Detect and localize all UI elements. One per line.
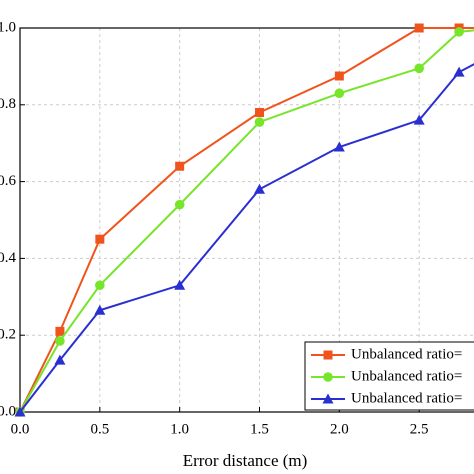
marker xyxy=(94,304,106,315)
legend-marker xyxy=(322,393,334,404)
x-tick-label: 1.0 xyxy=(170,421,189,437)
y-tick-label: 0.8 xyxy=(0,96,16,112)
y-tick-label: 1.0 xyxy=(0,19,16,35)
legend-label: Unbalanced ratio= xyxy=(351,368,462,384)
marker xyxy=(55,336,65,346)
marker xyxy=(174,199,185,210)
plot-frame xyxy=(19,27,474,413)
marker xyxy=(333,141,345,152)
marker xyxy=(414,23,424,33)
marker xyxy=(414,63,424,74)
marker xyxy=(254,183,265,194)
y-tick-label: 0.2 xyxy=(0,327,16,343)
x-axis-label: Error distance (m) xyxy=(183,451,308,470)
marker xyxy=(175,161,185,171)
marker xyxy=(334,71,344,81)
legend-marker xyxy=(323,350,333,360)
marker xyxy=(55,326,65,336)
marker xyxy=(453,66,465,77)
legend-label: Unbalanced ratio= xyxy=(351,346,462,362)
y-tick-label: 0.0 xyxy=(0,403,16,419)
marker xyxy=(255,107,264,117)
marker xyxy=(95,234,105,244)
marker xyxy=(334,88,345,99)
marker xyxy=(54,354,66,365)
x-tick-label: 0.0 xyxy=(11,421,30,437)
legend-marker xyxy=(323,372,333,382)
marker xyxy=(95,280,105,291)
marker xyxy=(254,117,265,127)
x-tick-label: 2.5 xyxy=(410,421,429,437)
legend-label: Unbalanced ratio= xyxy=(351,390,462,406)
x-tick-label: 0.5 xyxy=(90,421,109,437)
x-tick-label: 1.5 xyxy=(250,421,269,437)
marker xyxy=(14,406,26,417)
marker xyxy=(413,114,425,125)
x-tick-label: 2.0 xyxy=(330,421,349,437)
marker xyxy=(454,27,464,37)
y-tick-label: 0.6 xyxy=(0,173,17,189)
y-tick-label: 0.4 xyxy=(0,250,17,266)
marker xyxy=(174,279,186,290)
